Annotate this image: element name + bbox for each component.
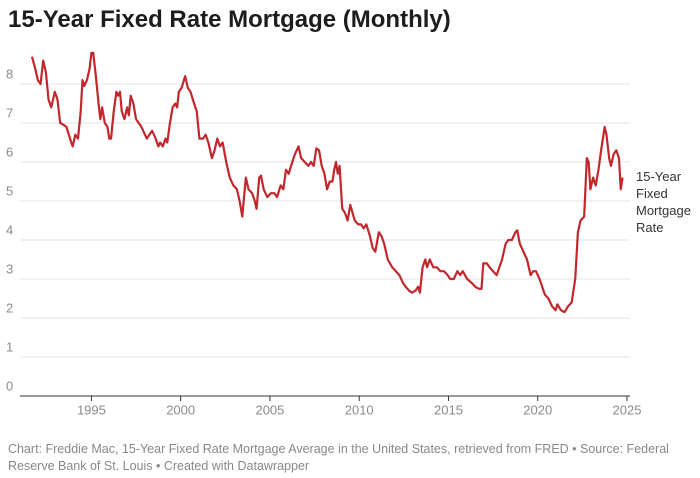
- x-tick-label: 1995: [77, 402, 106, 417]
- y-tick-label: 4: [6, 222, 13, 237]
- x-tick-label: 2015: [434, 402, 463, 417]
- data-line: [30, 51, 624, 314]
- y-tick-label: 3: [6, 261, 13, 276]
- footnote: Chart: Freddie Mac, 15-Year Fixed Rate M…: [8, 442, 669, 473]
- x-tick-label: 2005: [255, 402, 284, 417]
- y-tick-label: 6: [6, 144, 13, 159]
- x-tick-label: 2000: [166, 402, 195, 417]
- y-tick-label: 8: [6, 66, 13, 81]
- x-tick-label: 2020: [523, 402, 552, 417]
- y-tick-label: 2: [6, 300, 13, 315]
- y-tick-label: 1: [6, 339, 13, 354]
- y-tick-label: 0: [6, 378, 13, 393]
- y-tick-label: 5: [6, 183, 13, 198]
- x-tick-label: 2025: [613, 402, 642, 417]
- chart-title: 15-Year Fixed Rate Mortgage (Monthly): [8, 6, 451, 33]
- y-tick-label: 7: [6, 105, 13, 120]
- series-label: 15-Year Fixed Mortgage Rate: [636, 169, 691, 235]
- x-tick-label: 2010: [345, 402, 374, 417]
